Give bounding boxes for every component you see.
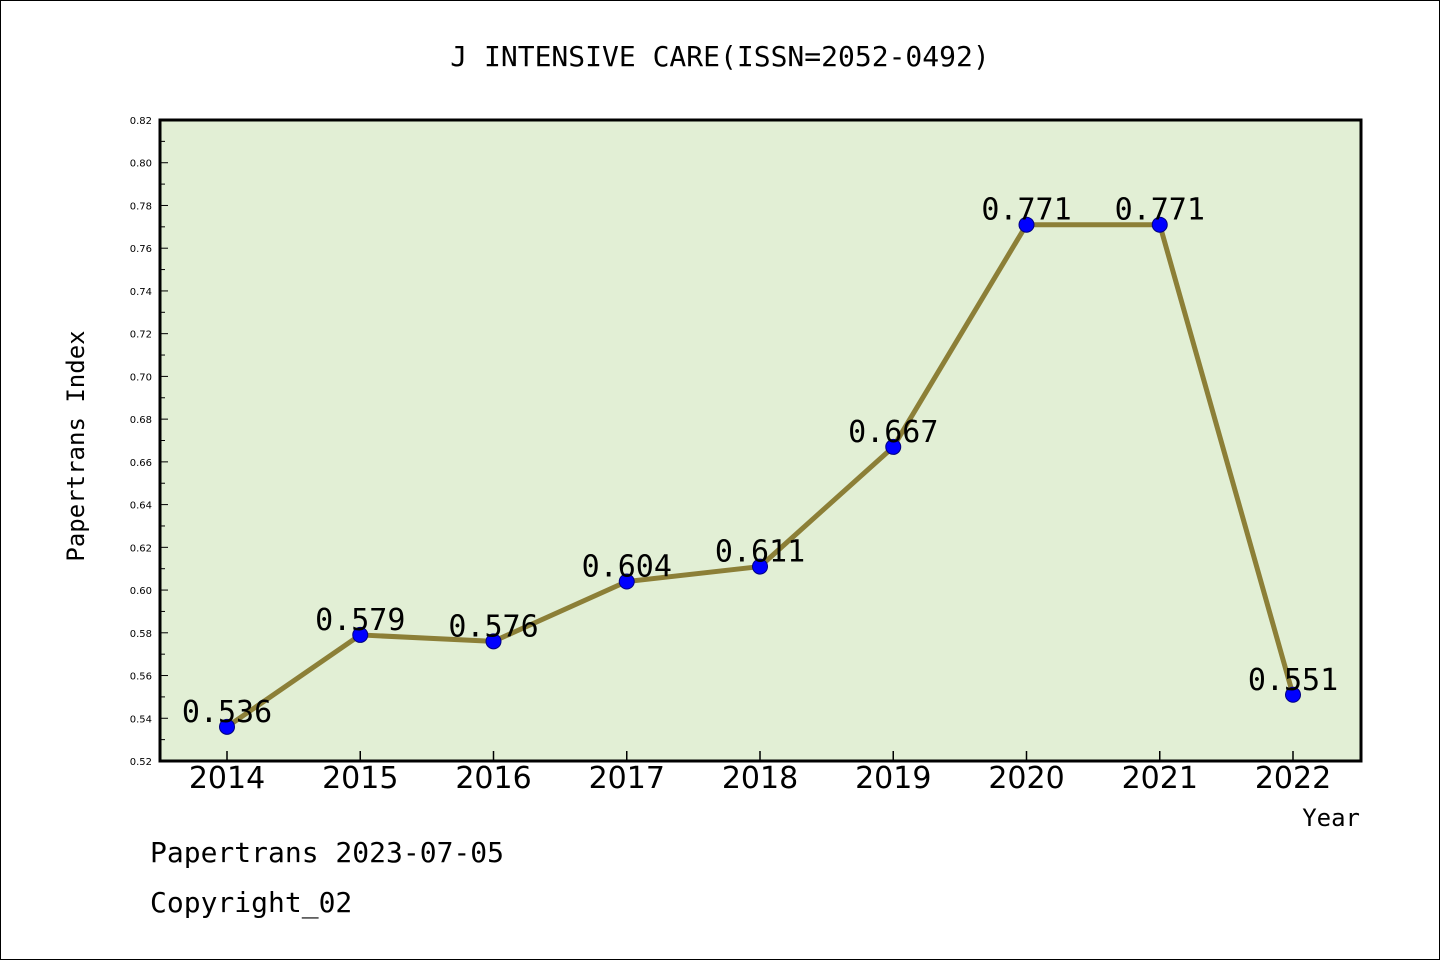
y-tick-label: 0.78 [130, 201, 152, 212]
data-point [1285, 686, 1301, 703]
data-point [752, 558, 768, 575]
data-point [1151, 216, 1168, 233]
data-label: 0.579 [315, 603, 405, 638]
y-tick-label: 0.70 [130, 372, 152, 383]
y-tick-label: 0.60 [130, 586, 152, 597]
x-tick-label: 2021 [1122, 761, 1198, 796]
data-point [618, 573, 635, 590]
footer-copyright-text: Copyright_02 [150, 886, 353, 919]
y-tick-label: 0.80 [130, 159, 152, 170]
x-tick-label: 2022 [1255, 761, 1331, 796]
x-tick-label: 2019 [855, 761, 931, 796]
y-tick-label: 0.52 [130, 757, 152, 768]
x-tick-label: 2018 [722, 761, 798, 796]
footer-date-text: Papertrans 2023-07-05 [150, 836, 505, 869]
data-point [885, 438, 902, 455]
data-label: 0.576 [448, 609, 538, 644]
x-tick-label: 2017 [589, 761, 665, 796]
x-axis-label: Year [1302, 804, 1360, 832]
data-series: 0.536 0.579 0.576 0.604 0.611 0.667 0.771 0.771… [182, 193, 1338, 735]
data-point [485, 633, 502, 650]
x-tick-label: 2015 [322, 761, 398, 796]
data-label: 0.771 [981, 193, 1071, 228]
y-tick-label: 0.64 [130, 501, 152, 512]
y-tick-label: 0.56 [130, 672, 152, 683]
y-tick-label: 0.54 [130, 714, 152, 725]
data-label: 0.771 [1115, 193, 1205, 228]
x-tick-label: 2016 [455, 761, 531, 796]
y-tick-label: 0.62 [130, 543, 152, 554]
x-tick-label: 2020 [988, 761, 1064, 796]
y-axis-ticks: 0.52 0.54 0.56 0.58 0.60 0.62 0.64 0.66 0.68 0.70… [130, 116, 168, 768]
y-tick-label: 0.72 [130, 330, 152, 341]
y-axis-label: Papertrans Index [62, 330, 90, 561]
y-tick-label: 0.66 [130, 458, 152, 469]
data-label: 0.536 [182, 695, 272, 730]
data-point [219, 718, 235, 735]
data-point [1018, 216, 1035, 233]
data-label: 0.667 [848, 415, 938, 450]
x-tick-label: 2014 [189, 761, 265, 796]
chart-title: J INTENSIVE CARE(ISSN=2052-0492) [450, 40, 989, 73]
y-tick-label: 0.74 [130, 287, 152, 298]
data-label: 0.551 [1248, 663, 1338, 698]
data-point [352, 626, 369, 643]
y-tick-label: 0.82 [130, 116, 152, 127]
data-label: 0.611 [715, 535, 805, 570]
y-tick-label: 0.68 [130, 415, 152, 426]
x-axis-ticks: 2014 2015 2016 2017 2018 2019 2020 2021 2022 [189, 751, 1331, 796]
y-tick-label: 0.76 [130, 244, 152, 255]
data-label: 0.604 [582, 550, 672, 585]
y-tick-label: 0.58 [130, 629, 152, 640]
